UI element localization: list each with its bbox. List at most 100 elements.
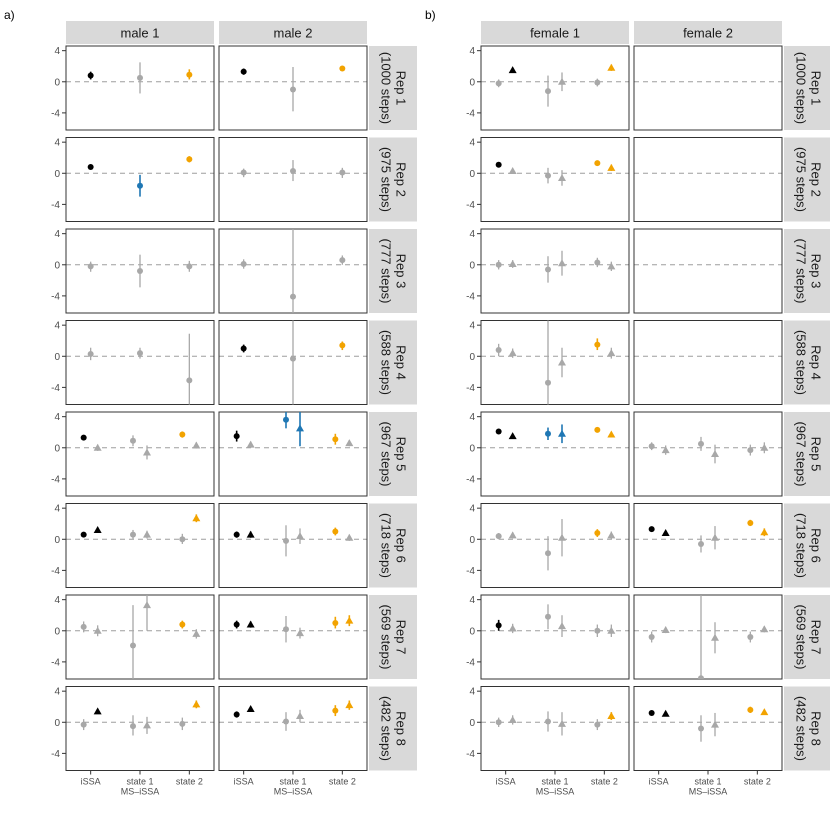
estimate-point-circle <box>179 720 186 727</box>
y-tick-label: -4 <box>466 200 475 211</box>
facet-row-label-line: (588 steps) <box>794 330 809 395</box>
estimate-point-circle <box>648 526 655 533</box>
x-tick-label: iSSA <box>649 777 669 787</box>
estimate-point-circle <box>233 621 240 628</box>
y-tick-label: 0 <box>54 169 60 180</box>
facet-strip-row <box>369 320 417 405</box>
y-tick-label: -4 <box>466 474 475 485</box>
facet-marks <box>80 700 201 736</box>
facet-row-label-line: Rep 3 <box>394 254 409 289</box>
facet-strip-row <box>369 412 417 496</box>
y-tick-label: 0 <box>469 718 475 729</box>
facet-strip-column <box>634 21 782 44</box>
panel-tag: a) <box>4 8 15 22</box>
estimate-point-triangle <box>558 259 566 267</box>
facet-row-label-line: (482 steps) <box>794 696 809 761</box>
estimate-point-circle <box>283 416 289 423</box>
y-tick-label: 0 <box>54 718 60 729</box>
estimate-point-triangle <box>711 720 719 728</box>
estimate-point-triangle <box>607 531 616 539</box>
x-tick-label: state 2 <box>176 777 203 787</box>
y-tick-label: -4 <box>51 474 60 485</box>
facet-row-label-line: (967 steps) <box>379 421 394 486</box>
y-tick-label: 4 <box>469 412 475 423</box>
facet-panel <box>65 320 215 405</box>
facet-panel <box>480 137 630 222</box>
y-tick-label: -4 <box>51 749 60 760</box>
estimate-point-circle <box>80 434 87 441</box>
estimate-point-triangle <box>143 530 151 538</box>
estimate-point-triangle <box>607 262 616 270</box>
facet-marks <box>87 156 193 197</box>
estimate-point-circle <box>594 426 601 433</box>
facet-row-label-line: Rep 4 <box>809 345 824 380</box>
estimate-point-triangle <box>661 529 670 537</box>
estimate-point-triangle <box>508 715 517 723</box>
facet-marks <box>648 436 769 464</box>
estimate-point-triangle <box>508 349 517 357</box>
estimate-point-triangle <box>607 712 616 720</box>
estimate-point-circle <box>545 266 551 273</box>
facet-strip-row <box>784 595 830 679</box>
estimate-point-triangle <box>296 532 304 540</box>
y-tick-label: -4 <box>466 291 475 302</box>
estimate-point-circle <box>179 621 186 628</box>
estimate-point-circle <box>594 721 601 728</box>
estimate-point-triangle <box>760 708 769 716</box>
y-tick-label: 0 <box>54 626 60 637</box>
estimate-point-circle <box>594 530 601 537</box>
facet-row-label-line: (975 steps) <box>379 147 394 212</box>
estimate-point-triangle <box>760 528 769 536</box>
estimate-point-triangle <box>558 173 566 181</box>
estimate-point-circle <box>283 537 289 544</box>
facet-strip-column <box>481 21 629 44</box>
y-tick-label: -4 <box>51 383 60 394</box>
facet-row-label: Rep 8(482 steps) <box>379 696 409 761</box>
estimate-point-triangle <box>192 514 201 522</box>
facet-row-label-line: (1000 steps) <box>379 52 394 124</box>
facet-marks <box>80 595 201 679</box>
facet-row-label-line: (967 steps) <box>794 421 809 486</box>
x-tick-label: state 1 <box>694 777 721 787</box>
y-tick-label: -4 <box>51 657 60 668</box>
estimate-point-circle <box>594 79 601 86</box>
y-tick-label: 0 <box>54 535 60 546</box>
estimate-point-triangle <box>508 624 517 632</box>
facet-row-label-line: Rep 3 <box>809 254 824 289</box>
facet-marks <box>495 63 616 107</box>
y-tick-label: 4 <box>54 595 60 606</box>
estimate-point-triangle <box>607 626 616 634</box>
estimate-point-triangle <box>661 446 670 454</box>
y-tick-label: -4 <box>466 383 475 394</box>
facet-marks <box>495 250 616 283</box>
facet-row-label: Rep 6(718 steps) <box>794 513 824 578</box>
facet-row-label: Rep 4(588 steps) <box>379 330 409 395</box>
estimate-point-circle <box>179 536 186 543</box>
estimate-point-triangle <box>296 712 304 720</box>
estimate-point-circle <box>87 72 94 79</box>
facet-row-label: Rep 2(975 steps) <box>379 147 409 212</box>
estimate-point-circle <box>240 345 247 352</box>
facet-column-label: male 1 <box>120 26 159 41</box>
facet-marks <box>87 254 193 288</box>
estimate-point-triangle <box>246 530 255 538</box>
facet-row-label: Rep 5(967 steps) <box>379 421 409 486</box>
estimate-point-circle <box>137 268 143 274</box>
y-tick-label: 4 <box>469 46 475 57</box>
estimate-point-circle <box>186 156 193 163</box>
facet-row-label-line: Rep 6 <box>809 528 824 563</box>
facet-marks <box>495 424 616 444</box>
facet-row-label-line: Rep 4 <box>394 345 409 380</box>
facet-strip-row <box>369 229 417 313</box>
estimate-point-circle <box>87 164 94 171</box>
facet-panel <box>633 686 783 771</box>
estimate-point-triangle <box>508 531 517 539</box>
facet-row-label-line: (718 steps) <box>379 513 394 578</box>
y-tick-label: 0 <box>469 443 475 454</box>
estimate-point-triangle <box>607 349 616 357</box>
facet-marks <box>233 700 354 731</box>
estimate-point-circle <box>698 440 704 447</box>
estimate-point-triangle <box>246 440 255 448</box>
estimate-point-circle <box>332 620 339 626</box>
estimate-point-circle <box>80 531 87 538</box>
